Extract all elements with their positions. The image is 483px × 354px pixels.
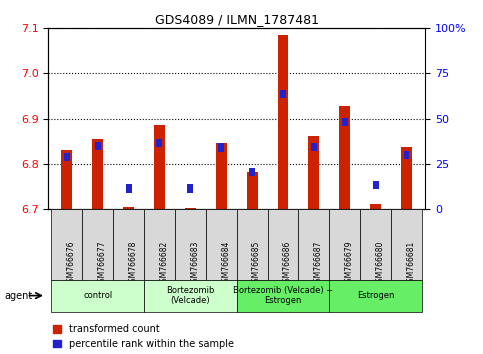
Bar xyxy=(185,208,196,209)
Bar xyxy=(278,35,288,209)
Text: control: control xyxy=(83,291,113,300)
Bar xyxy=(156,139,162,148)
Text: GSM766685: GSM766685 xyxy=(252,241,261,287)
Bar xyxy=(123,207,134,209)
Bar xyxy=(82,209,113,280)
Bar xyxy=(298,209,329,280)
Bar xyxy=(187,184,193,193)
Bar xyxy=(329,209,360,280)
Bar xyxy=(360,209,391,280)
Text: GSM766684: GSM766684 xyxy=(221,241,230,287)
Bar xyxy=(51,280,144,312)
Bar xyxy=(206,209,237,280)
Bar xyxy=(92,139,103,209)
Bar xyxy=(247,172,257,209)
Bar xyxy=(268,209,298,280)
Bar xyxy=(126,184,131,193)
Text: GSM766682: GSM766682 xyxy=(159,241,169,287)
Legend: transformed count, percentile rank within the sample: transformed count, percentile rank withi… xyxy=(53,324,234,349)
Text: GSM766677: GSM766677 xyxy=(98,241,107,287)
Bar xyxy=(144,209,175,280)
Text: Bortezomib
(Velcade): Bortezomib (Velcade) xyxy=(166,286,214,305)
Bar xyxy=(237,280,329,312)
Bar xyxy=(401,147,412,209)
Bar xyxy=(373,181,379,189)
Bar xyxy=(340,106,350,209)
Bar xyxy=(64,153,70,161)
Bar xyxy=(342,118,348,126)
Text: GSM766686: GSM766686 xyxy=(283,241,292,287)
Title: GDS4089 / ILMN_1787481: GDS4089 / ILMN_1787481 xyxy=(155,13,319,26)
Bar xyxy=(309,136,319,209)
Bar xyxy=(237,209,268,280)
Text: GSM766678: GSM766678 xyxy=(128,241,138,287)
Bar xyxy=(403,151,410,159)
Bar xyxy=(144,280,237,312)
Text: Bortezomib (Velcade) +
Estrogen: Bortezomib (Velcade) + Estrogen xyxy=(233,286,333,305)
Bar xyxy=(95,142,100,150)
Bar xyxy=(391,209,422,280)
Bar xyxy=(113,209,144,280)
Bar xyxy=(311,143,317,151)
Text: GSM766681: GSM766681 xyxy=(407,241,415,287)
Bar xyxy=(280,90,286,98)
Bar xyxy=(51,209,82,280)
Bar xyxy=(218,143,224,152)
Bar xyxy=(61,150,72,209)
Text: GSM766680: GSM766680 xyxy=(376,241,384,287)
Text: Estrogen: Estrogen xyxy=(357,291,394,300)
Text: GSM766679: GSM766679 xyxy=(345,241,354,287)
Bar xyxy=(370,204,381,209)
Bar xyxy=(249,168,255,176)
Text: GSM766683: GSM766683 xyxy=(190,241,199,287)
Text: GSM766676: GSM766676 xyxy=(67,241,76,287)
Bar xyxy=(329,280,422,312)
Bar xyxy=(154,125,165,209)
Bar xyxy=(175,209,206,280)
Text: agent: agent xyxy=(5,291,33,301)
Text: GSM766687: GSM766687 xyxy=(314,241,323,287)
Bar xyxy=(216,143,227,209)
